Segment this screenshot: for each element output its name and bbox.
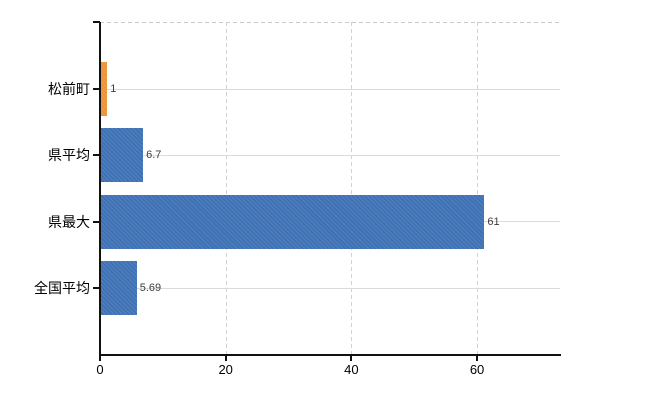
category-label: 県最大	[48, 213, 90, 230]
bar	[101, 261, 137, 316]
y-tick-mark	[93, 287, 100, 290]
x-tick-mark	[99, 356, 101, 361]
x-tick-label: 0	[96, 362, 104, 377]
y-tick-mark	[93, 88, 100, 90]
x-tick-label: 20	[218, 362, 233, 377]
x-axis	[99, 354, 561, 356]
bar	[101, 128, 144, 183]
plot-top-border	[100, 22, 560, 23]
h-gridline	[100, 88, 560, 90]
bar	[101, 194, 485, 249]
h-gridline	[100, 287, 560, 289]
bar-value-label: 61	[487, 215, 500, 228]
v-gridline	[477, 22, 479, 355]
x-tick-mark	[476, 356, 479, 361]
y-tick-mark	[93, 154, 100, 157]
category-label: 松前町	[48, 81, 90, 97]
x-tick-mark	[224, 356, 227, 361]
v-gridline	[225, 22, 227, 355]
bar-value-label: 5.69	[139, 282, 162, 295]
y-axis	[99, 22, 101, 355]
x-tick-label: 40	[344, 362, 359, 377]
bar-value-label: 1	[110, 83, 117, 95]
category-label: 県平均	[48, 147, 90, 164]
y-axis-top-tick	[93, 21, 100, 23]
x-tick-mark	[350, 356, 353, 361]
y-tick-mark	[93, 220, 100, 223]
h-gridline	[100, 154, 560, 156]
category-label: 全国平均	[34, 280, 90, 297]
bar-value-label: 6.7	[146, 149, 162, 162]
v-gridline	[351, 22, 353, 355]
bar	[101, 62, 108, 116]
x-tick-label: 60	[469, 362, 485, 377]
